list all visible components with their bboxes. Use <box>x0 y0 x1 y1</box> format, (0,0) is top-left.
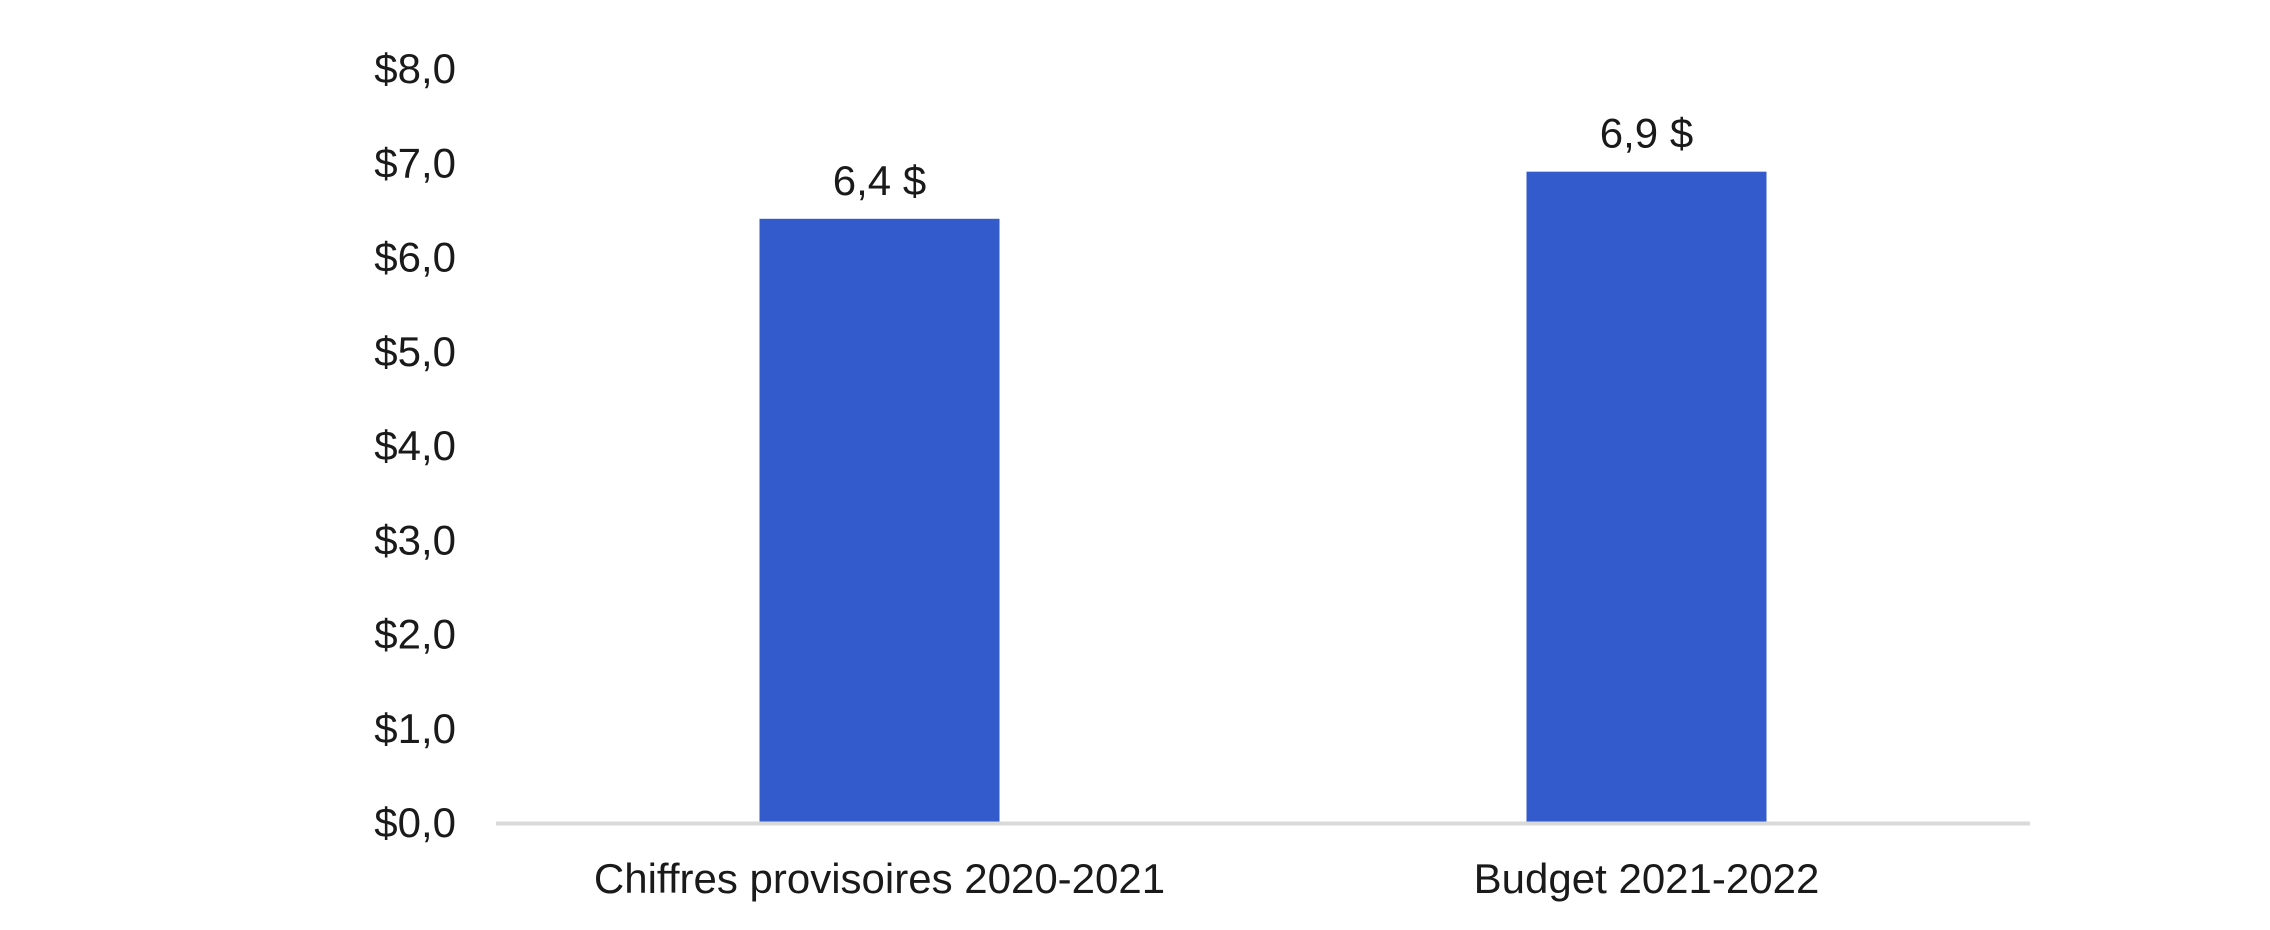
y-tick-label: $1,0 <box>374 705 456 752</box>
x-axis-category-labels: Chiffres provisoires 2020-2021 Budget 202… <box>594 855 1819 902</box>
x-category-label: Chiffres provisoires 2020-2021 <box>594 855 1165 902</box>
bar-data-label: 6,4 $ <box>833 157 926 204</box>
y-tick-label: $2,0 <box>374 611 456 658</box>
bar <box>1526 171 1767 823</box>
y-tick-label: $5,0 <box>374 328 456 375</box>
y-tick-label: $4,0 <box>374 422 456 469</box>
bar-data-label: 6,9 $ <box>1600 110 1693 157</box>
y-tick-label: $0,0 <box>374 799 456 846</box>
y-tick-label: $3,0 <box>374 516 456 563</box>
data-labels-group: 6,4 $ 6,9 $ <box>833 110 1693 204</box>
bars-group <box>759 171 1767 823</box>
y-tick-label: $7,0 <box>374 139 456 186</box>
y-axis-tick-labels: $0,0 $1,0 $2,0 $3,0 $4,0 $5,0 $6,0 $7,0 $8,0 <box>374 45 456 846</box>
bar <box>759 218 1000 823</box>
y-tick-label: $8,0 <box>374 45 456 92</box>
x-category-label: Budget 2021-2022 <box>1474 855 1820 902</box>
y-tick-label: $6,0 <box>374 234 456 281</box>
